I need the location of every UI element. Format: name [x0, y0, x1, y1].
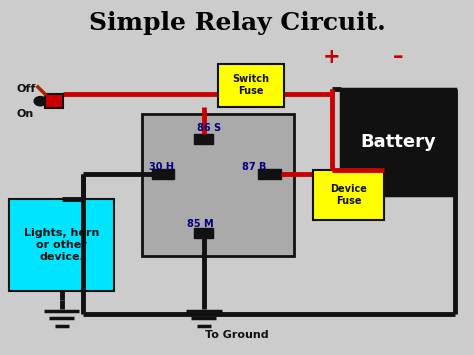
Text: 30 H: 30 H: [149, 162, 174, 172]
Bar: [258, 169, 281, 179]
Text: 86 S: 86 S: [197, 123, 221, 133]
Text: –: –: [393, 47, 403, 67]
Text: Lights, horn
or other
device.: Lights, horn or other device.: [24, 228, 100, 262]
Text: Simple Relay Circuit.: Simple Relay Circuit.: [89, 11, 385, 35]
Bar: [45, 94, 63, 108]
Circle shape: [34, 97, 46, 106]
Bar: [194, 228, 213, 238]
Text: 87 B: 87 B: [242, 162, 266, 172]
Text: Off: Off: [17, 84, 36, 94]
Bar: [142, 114, 294, 256]
Text: On: On: [17, 109, 34, 119]
Text: Device
Fuse: Device Fuse: [330, 185, 367, 206]
Text: Battery: Battery: [360, 133, 436, 151]
Bar: [218, 64, 284, 106]
Text: To Ground: To Ground: [205, 331, 269, 340]
Text: Switch
Fuse: Switch Fuse: [233, 75, 270, 96]
Bar: [152, 169, 174, 179]
Bar: [9, 199, 114, 291]
Bar: [313, 170, 384, 220]
Bar: [194, 134, 213, 144]
Text: 85 M: 85 M: [187, 219, 214, 229]
Bar: [341, 89, 455, 195]
Text: +: +: [323, 47, 341, 67]
